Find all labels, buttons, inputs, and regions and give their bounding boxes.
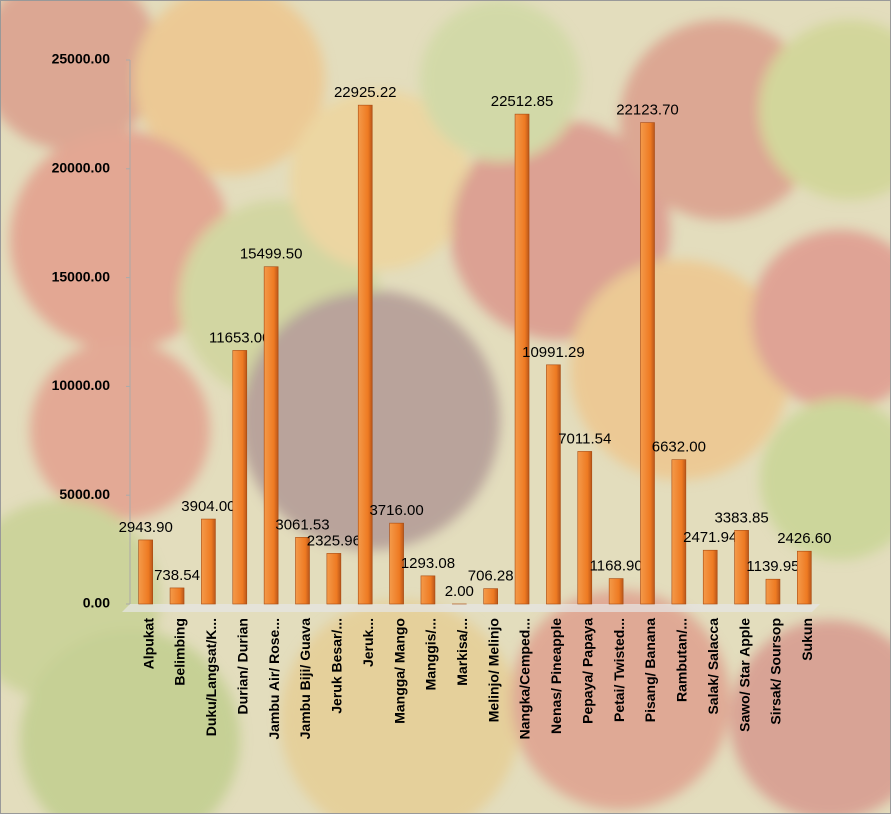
bar [608, 578, 624, 605]
value-label: 706.28 [468, 568, 514, 585]
value-label: 1139.95 [746, 558, 799, 575]
bar [797, 550, 812, 605]
y-tick-label: 5000.00 [59, 486, 110, 502]
x-tick-label: Jambu Air/ Rose... [266, 618, 282, 740]
bar [702, 549, 718, 605]
value-label: 10991.29 [522, 344, 585, 361]
bar [734, 530, 749, 605]
x-tick-label: Pisang/ Banana [642, 618, 658, 722]
value-label: 7011.54 [558, 430, 611, 447]
x-tick-label: Sirsak/ Soursop [768, 618, 784, 725]
value-label: 738.54 [154, 567, 200, 584]
bar [201, 518, 216, 605]
y-tick-label: 10000.00 [52, 377, 111, 393]
y-tick-label: 15000.00 [52, 268, 111, 284]
bar [326, 553, 342, 605]
value-label: 22512.85 [491, 93, 554, 110]
bar [671, 459, 687, 605]
value-label: 22123.70 [616, 102, 679, 119]
x-tick-label: Markisa/... [454, 618, 470, 686]
x-tick-label: Alpukat [140, 618, 156, 670]
value-label: 6632.00 [652, 439, 706, 456]
value-label: 22925.22 [334, 84, 397, 101]
x-tick-label: Sawo/ Star Apple [736, 618, 752, 732]
bar [765, 578, 781, 605]
value-label: 1293.08 [401, 555, 455, 572]
value-label: 11653.00 [209, 329, 270, 346]
bar [483, 588, 498, 605]
bar [295, 537, 310, 605]
bar [263, 266, 279, 605]
value-label: 2.00 [445, 583, 474, 600]
bar [169, 587, 185, 605]
bar [577, 451, 593, 605]
x-tick-label: Duku/Langsat/K... [203, 618, 219, 736]
bar [420, 575, 436, 605]
bar [389, 522, 404, 605]
x-tick-label: Jeruk... [360, 618, 376, 667]
x-tick-label: Belimbing [172, 618, 188, 686]
value-label: 3061.53 [275, 516, 329, 533]
bar [232, 350, 248, 605]
x-tick-label: Melinjo/ Melinjo [485, 618, 501, 722]
value-label: 3904.00 [181, 498, 235, 515]
y-tick-label: 20000.00 [52, 160, 111, 176]
value-label: 2426.60 [777, 530, 831, 547]
x-tick-label: Rambutan/... [674, 618, 690, 702]
y-tick-label: 0.00 [83, 595, 110, 611]
x-tick-label: Pepaya/ Papaya [579, 618, 595, 724]
x-tick-label: Nangka/Cemped... [517, 618, 533, 739]
x-tick-label: Sukun [799, 618, 815, 661]
bar [640, 122, 655, 605]
value-label: 15499.50 [240, 246, 303, 263]
x-tick-label: Durian/ Durian [234, 618, 250, 714]
value-label: 2943.90 [119, 519, 173, 536]
bar [357, 104, 373, 605]
value-label: 2471.94 [683, 529, 737, 546]
x-tick-label: Salak/ Salacca [705, 618, 721, 715]
bar [138, 539, 153, 605]
x-tick-label: Jambu Biji/ Guava [297, 618, 313, 740]
x-tick-label: Nenas/ Pineapple [548, 618, 564, 734]
y-tick-label: 25000.00 [52, 51, 111, 67]
x-tick-label: Jeruk Besar/... [329, 618, 345, 714]
value-label: 2325.96 [307, 532, 361, 549]
bar [514, 113, 530, 605]
x-tick-label: Petai/ Twisted... [611, 618, 627, 722]
floor [122, 604, 820, 612]
value-label: 3716.00 [369, 502, 423, 519]
bar [546, 364, 561, 605]
value-label: 3383.85 [714, 509, 768, 526]
x-tick-label: Mangga/ Mango [391, 618, 407, 724]
value-label: 1168.90 [590, 558, 643, 575]
x-tick-label: Manggis/... [423, 618, 439, 690]
